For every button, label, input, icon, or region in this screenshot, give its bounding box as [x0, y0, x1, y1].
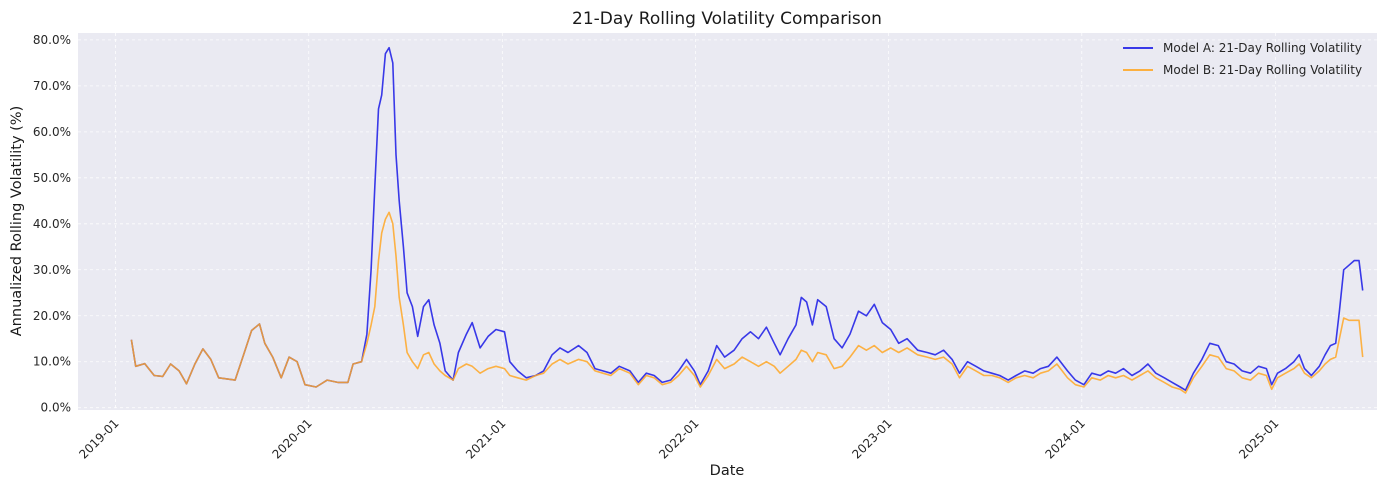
x-axis-label: Date — [710, 463, 745, 479]
y-tick-label: 50.0% — [33, 171, 71, 185]
chart-title: 21-Day Rolling Volatility Comparison — [572, 9, 882, 29]
series-line-model-b — [130, 211, 1364, 394]
y-tick-label: 0.0% — [41, 401, 72, 415]
y-tick-label: 10.0% — [33, 355, 71, 369]
y-tick-label: 30.0% — [33, 263, 71, 277]
y-axis-ticks: 0.0% 10.0% 20.0% 30.0% 40.0% 50.0% 60.0% 70.0% 8… — [33, 33, 71, 415]
y-tick-label: 20.0% — [33, 309, 71, 323]
y-tick-label: 40.0% — [33, 217, 71, 231]
legend: Model A: 21-Day Rolling Volatility Model… — [1123, 41, 1362, 77]
y-tick-label: 60.0% — [33, 125, 71, 139]
series-line-model-a — [130, 46, 1364, 391]
legend-label-model-a: Model A: 21-Day Rolling Volatility — [1163, 41, 1362, 55]
grid — [78, 33, 1377, 410]
y-tick-label: 80.0% — [33, 33, 71, 47]
y-axis-label: Annualized Rolling Volatility (%) — [9, 106, 25, 336]
y-tick-label: 70.0% — [33, 79, 71, 93]
series-layer — [130, 46, 1364, 394]
legend-label-model-b: Model B: 21-Day Rolling Volatility — [1163, 63, 1362, 77]
plot-area — [78, 33, 1377, 410]
